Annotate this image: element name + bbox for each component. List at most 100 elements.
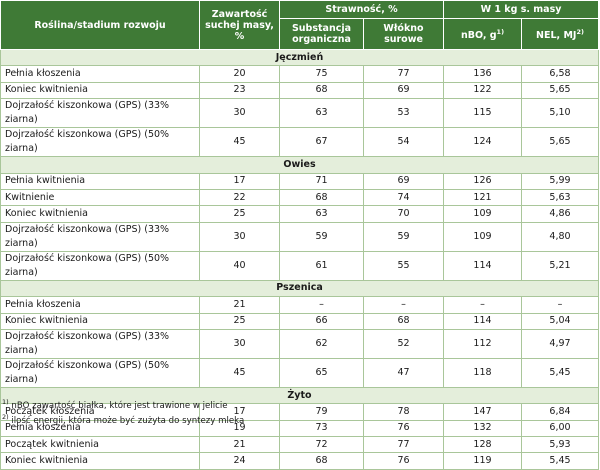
cell: 47 bbox=[363, 357, 444, 388]
row-label: Kwitnienie bbox=[0, 188, 200, 207]
cell: 63 bbox=[279, 98, 364, 129]
cell: 121 bbox=[443, 188, 522, 207]
cell: 21 bbox=[199, 296, 280, 314]
cell: 124 bbox=[443, 127, 522, 158]
footnote-mark: 2) bbox=[2, 412, 9, 421]
cell: 5,63 bbox=[520, 188, 600, 207]
header-text: Substancja organiczna bbox=[291, 23, 352, 45]
cell: 30 bbox=[199, 98, 280, 129]
row-label: Dojrzałość kiszonkowa (GPS) (50% ziarna) bbox=[0, 250, 200, 281]
data-row: Koniec kwitnienia 25 63 70 109 4,86 bbox=[0, 205, 600, 223]
data-row: Pełnia kwitnienia 17 71 69 126 5,99 bbox=[0, 172, 600, 190]
cell: – bbox=[443, 296, 522, 314]
cell: 77 bbox=[363, 65, 444, 83]
cell: 66 bbox=[279, 312, 364, 330]
footnote-mark: 1) bbox=[496, 27, 505, 36]
cell: 72 bbox=[279, 436, 364, 454]
cell: 4,97 bbox=[520, 328, 600, 359]
cell: 61 bbox=[279, 250, 364, 281]
cell: – bbox=[279, 296, 364, 314]
header-text: NEL, MJ bbox=[536, 30, 577, 42]
row-label: Koniec kwitnienia bbox=[0, 452, 200, 470]
cell: 55 bbox=[363, 250, 444, 281]
cell: 109 bbox=[443, 205, 522, 223]
data-row: Koniec kwitnienia 23 68 69 122 5,65 bbox=[0, 81, 600, 100]
cell: 132 bbox=[443, 419, 522, 438]
data-row: Dojrzałość kiszonkowa (GPS) (33% ziarna)… bbox=[0, 98, 600, 129]
cell: 20 bbox=[199, 65, 280, 83]
cell: 68 bbox=[363, 312, 444, 330]
cell: 40 bbox=[199, 250, 280, 281]
cell: 114 bbox=[443, 250, 522, 281]
cell: 69 bbox=[363, 81, 444, 100]
row-label: Koniec kwitnienia bbox=[0, 312, 200, 330]
footnote-text: ilość energii, która może być zużyta do … bbox=[11, 415, 245, 426]
cell: 22 bbox=[199, 188, 280, 207]
cell: 4,80 bbox=[520, 221, 600, 252]
cell: 77 bbox=[363, 436, 444, 454]
cell: 17 bbox=[199, 172, 280, 190]
cell: 30 bbox=[199, 328, 280, 359]
cell: 5,45 bbox=[520, 357, 600, 388]
cell: 5,99 bbox=[520, 172, 600, 190]
cell: 6,58 bbox=[520, 65, 600, 83]
section-name: Owies bbox=[0, 156, 600, 174]
cell: 68 bbox=[279, 188, 364, 207]
cell: 73 bbox=[279, 419, 364, 438]
cell: 54 bbox=[363, 127, 444, 158]
data-row: Kwitnienie 22 68 74 121 5,63 bbox=[0, 188, 600, 207]
cell: 52 bbox=[363, 328, 444, 359]
data-row: Dojrzałość kiszonkowa (GPS) (50% ziarna)… bbox=[0, 357, 600, 388]
cell: 112 bbox=[443, 328, 522, 359]
cell: 4,86 bbox=[520, 205, 600, 223]
cell: 76 bbox=[363, 419, 444, 438]
cell: 119 bbox=[443, 452, 522, 470]
cell: 45 bbox=[199, 357, 280, 388]
section-name: Jęczmień bbox=[0, 48, 600, 67]
row-label: Koniec kwitnienia bbox=[0, 81, 200, 100]
row-label: Pełnia kwitnienia bbox=[0, 172, 200, 190]
cell: 69 bbox=[363, 172, 444, 190]
section-row: Owies bbox=[0, 156, 600, 174]
data-row: Dojrzałość kiszonkowa (GPS) (50% ziarna)… bbox=[0, 127, 600, 158]
row-label: Dojrzałość kiszonkowa (GPS) (33% ziarna) bbox=[0, 98, 200, 129]
cell: 5,10 bbox=[520, 98, 600, 129]
footnote-mark: 2) bbox=[576, 27, 584, 36]
cell: 59 bbox=[363, 221, 444, 252]
row-label: Dojrzałość kiszonkowa (GPS) (50% ziarna) bbox=[0, 127, 200, 158]
cell: 59 bbox=[279, 221, 364, 252]
data-row: Dojrzałość kiszonkowa (GPS) (50% ziarna)… bbox=[0, 250, 600, 281]
row-label: Koniec kwitnienia bbox=[0, 205, 200, 223]
cell: 6,00 bbox=[520, 419, 600, 438]
data-row: Pełnia kłoszenia 21– – – – bbox=[0, 296, 600, 314]
header-cell: W 1 kg s. masy bbox=[442, 0, 600, 19]
cell: 122 bbox=[443, 81, 522, 100]
cell: 6,84 bbox=[520, 403, 600, 421]
header-cell: NEL, MJ2) bbox=[520, 18, 600, 50]
cell: 5,93 bbox=[520, 436, 600, 454]
cell: 118 bbox=[443, 357, 522, 388]
cell: – bbox=[363, 296, 444, 314]
cell: – bbox=[520, 296, 600, 314]
cell: 5,04 bbox=[520, 312, 600, 330]
cell: 71 bbox=[279, 172, 364, 190]
table-header: Roślina/stadium rozwoju Zawartość suchej… bbox=[0, 0, 600, 50]
cell: 128 bbox=[443, 436, 522, 454]
cell: 67 bbox=[279, 127, 364, 158]
cell: 76 bbox=[363, 452, 444, 470]
row-label: Dojrzałość kiszonkowa (GPS) (50% ziarna) bbox=[0, 357, 200, 388]
cell: 68 bbox=[279, 81, 364, 100]
section-row: Pszenica bbox=[0, 279, 600, 298]
cell: 5,65 bbox=[520, 127, 600, 158]
row-label: Dojrzałość kiszonkowa (GPS) (33% ziarna) bbox=[0, 328, 200, 359]
cell: 114 bbox=[443, 312, 522, 330]
cell: 109 bbox=[443, 221, 522, 252]
cell: 21 bbox=[199, 436, 280, 454]
cell: 24 bbox=[199, 452, 280, 470]
cell: 5,45 bbox=[520, 452, 600, 470]
footnote: 2) ilość energii, która może być zużyta … bbox=[2, 412, 244, 427]
cell: 53 bbox=[363, 98, 444, 129]
row-label: Pełnia kłoszenia bbox=[0, 65, 200, 83]
header-text: nBO, g bbox=[460, 30, 497, 42]
